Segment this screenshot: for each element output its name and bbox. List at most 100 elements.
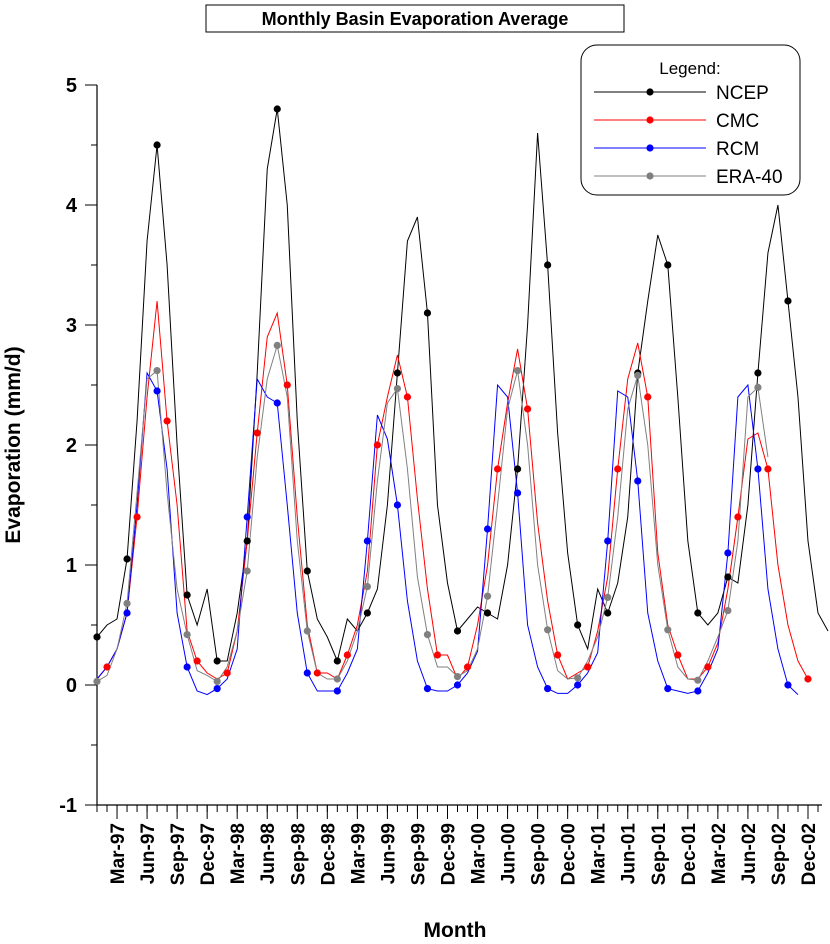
point-cmc bbox=[554, 651, 562, 659]
x-tick-label: Jun-97 bbox=[138, 823, 159, 884]
x-tick-label: Mar-00 bbox=[469, 823, 490, 884]
point-cmc bbox=[103, 663, 111, 671]
point-cmc bbox=[463, 663, 472, 671]
legend-title: Legend: bbox=[659, 59, 720, 78]
x-tick-label: Sep-02 bbox=[769, 823, 790, 885]
x-axis-label: Month bbox=[424, 919, 487, 942]
point-era-40 bbox=[303, 627, 311, 635]
point-cmc bbox=[223, 669, 231, 677]
point-rcm bbox=[574, 681, 582, 689]
point-cmc bbox=[193, 657, 201, 665]
x-tick-label: Dec-01 bbox=[679, 823, 700, 886]
point-era-40 bbox=[513, 367, 522, 375]
x-tick-label: Sep-98 bbox=[288, 823, 309, 885]
point-rcm bbox=[664, 685, 672, 693]
point-ncep bbox=[123, 555, 131, 563]
point-cmc bbox=[253, 429, 261, 437]
point-cmc bbox=[343, 651, 351, 659]
x-tick-label: Sep-99 bbox=[408, 823, 429, 885]
point-rcm bbox=[123, 609, 131, 617]
point-rcm bbox=[213, 685, 221, 693]
point-cmc bbox=[403, 393, 412, 401]
point-ncep bbox=[453, 627, 462, 635]
y-tick-label: 0 bbox=[66, 675, 77, 697]
point-rcm bbox=[724, 549, 732, 557]
point-cmc bbox=[734, 513, 742, 521]
point-ncep bbox=[694, 609, 702, 617]
point-ncep bbox=[574, 621, 582, 629]
point-era-40 bbox=[183, 631, 191, 639]
legend-label-ncep: NCEP bbox=[716, 83, 769, 104]
point-ncep bbox=[513, 465, 522, 473]
point-cmc bbox=[584, 663, 592, 671]
point-era-40 bbox=[123, 599, 131, 608]
series-layer bbox=[93, 105, 829, 696]
y-tick-label: 3 bbox=[66, 315, 77, 337]
point-ncep bbox=[544, 261, 552, 269]
x-tick-label: Jun-98 bbox=[258, 823, 279, 884]
point-cmc bbox=[283, 381, 291, 389]
point-ncep bbox=[664, 261, 672, 269]
legend-label-rcm: RCM bbox=[716, 139, 759, 160]
series-line-era-40 bbox=[96, 345, 769, 683]
point-cmc bbox=[764, 465, 772, 473]
point-rcm bbox=[694, 687, 702, 695]
x-tick-label: Mar-01 bbox=[589, 823, 610, 885]
x-tick-label: Mar-98 bbox=[228, 823, 249, 884]
x-tick-label: Mar-02 bbox=[709, 823, 730, 884]
point-cmc bbox=[163, 417, 171, 425]
y-tick-label: 4 bbox=[66, 195, 78, 217]
x-tick-label: Sep-01 bbox=[649, 823, 670, 886]
point-era-40 bbox=[423, 631, 432, 639]
point-era-40 bbox=[213, 677, 221, 686]
point-ncep bbox=[213, 657, 221, 665]
point-era-40 bbox=[634, 371, 642, 379]
point-era-40 bbox=[544, 626, 552, 634]
series-line-rcm bbox=[96, 371, 799, 696]
point-ncep bbox=[483, 609, 492, 617]
point-era-40 bbox=[153, 367, 161, 375]
x-tick-label: Mar-97 bbox=[108, 823, 129, 884]
x-tick-label: Sep-97 bbox=[168, 823, 189, 885]
x-tick-label: Mar-99 bbox=[348, 823, 369, 884]
point-ncep bbox=[363, 609, 371, 617]
point-rcm bbox=[363, 537, 371, 545]
point-era-40 bbox=[273, 341, 281, 349]
x-tick-label: Sep-00 bbox=[529, 823, 550, 885]
point-rcm bbox=[333, 687, 341, 695]
chart-title: Monthly Basin Evaporation Average bbox=[262, 9, 569, 29]
point-ncep bbox=[93, 633, 101, 641]
point-era-40 bbox=[574, 674, 582, 682]
legend-marker-ncep bbox=[646, 88, 654, 96]
x-tick-label: Jun-00 bbox=[499, 823, 520, 884]
point-era-40 bbox=[93, 677, 101, 686]
point-ncep bbox=[303, 567, 311, 575]
point-ncep bbox=[153, 141, 161, 149]
point-era-40 bbox=[393, 385, 402, 393]
point-cmc bbox=[804, 675, 812, 683]
point-cmc bbox=[313, 669, 321, 677]
point-ncep bbox=[423, 309, 432, 317]
point-ncep bbox=[784, 297, 792, 305]
point-ncep bbox=[754, 369, 762, 377]
x-tick-label: Dec-98 bbox=[318, 823, 339, 885]
point-era-40 bbox=[604, 593, 612, 602]
legend-label-era-40: ERA-40 bbox=[716, 167, 783, 188]
point-rcm bbox=[513, 489, 522, 497]
point-rcm bbox=[303, 669, 311, 677]
series-line-cmc bbox=[96, 300, 809, 680]
point-rcm bbox=[604, 537, 612, 545]
point-rcm bbox=[453, 681, 462, 689]
point-ncep bbox=[273, 105, 281, 113]
point-rcm bbox=[544, 685, 552, 693]
point-cmc bbox=[493, 465, 502, 473]
point-ncep bbox=[604, 609, 612, 617]
point-era-40 bbox=[483, 592, 492, 600]
point-ncep bbox=[724, 573, 732, 581]
y-tick-label: 1 bbox=[66, 555, 77, 577]
point-ncep bbox=[393, 369, 402, 377]
x-tick-label: Dec-00 bbox=[559, 823, 580, 885]
point-rcm bbox=[153, 387, 161, 395]
y-tick-label: -1 bbox=[59, 795, 77, 817]
x-tick-label: Jun-02 bbox=[739, 823, 760, 884]
